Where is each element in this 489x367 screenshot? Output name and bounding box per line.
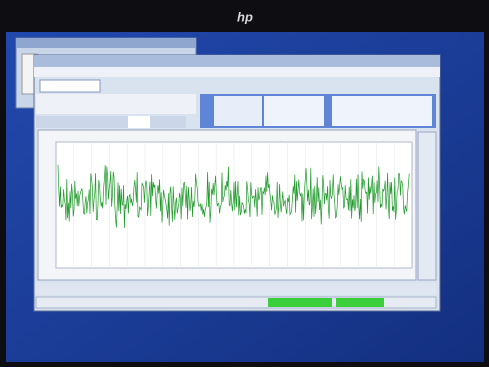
toolbar	[36, 94, 196, 114]
active-tab[interactable]	[128, 116, 150, 128]
brand-logo: hp	[237, 9, 253, 24]
info-panel	[214, 96, 262, 126]
info-panel	[264, 96, 324, 126]
monitor-photo: hp	[0, 0, 489, 367]
tab[interactable]	[40, 80, 100, 92]
view-tabs[interactable]	[36, 116, 186, 128]
status-ok	[336, 298, 384, 307]
message-panel	[332, 96, 432, 126]
page: {"logo": "hp"} hp (()	[0, 0, 489, 367]
status-ok	[268, 298, 332, 307]
title-bar	[16, 38, 196, 48]
lower-tabs	[36, 283, 436, 295]
title-bar	[34, 55, 440, 67]
menu-bar	[34, 67, 440, 77]
main-window	[34, 55, 440, 311]
side-toolbar	[418, 132, 436, 280]
